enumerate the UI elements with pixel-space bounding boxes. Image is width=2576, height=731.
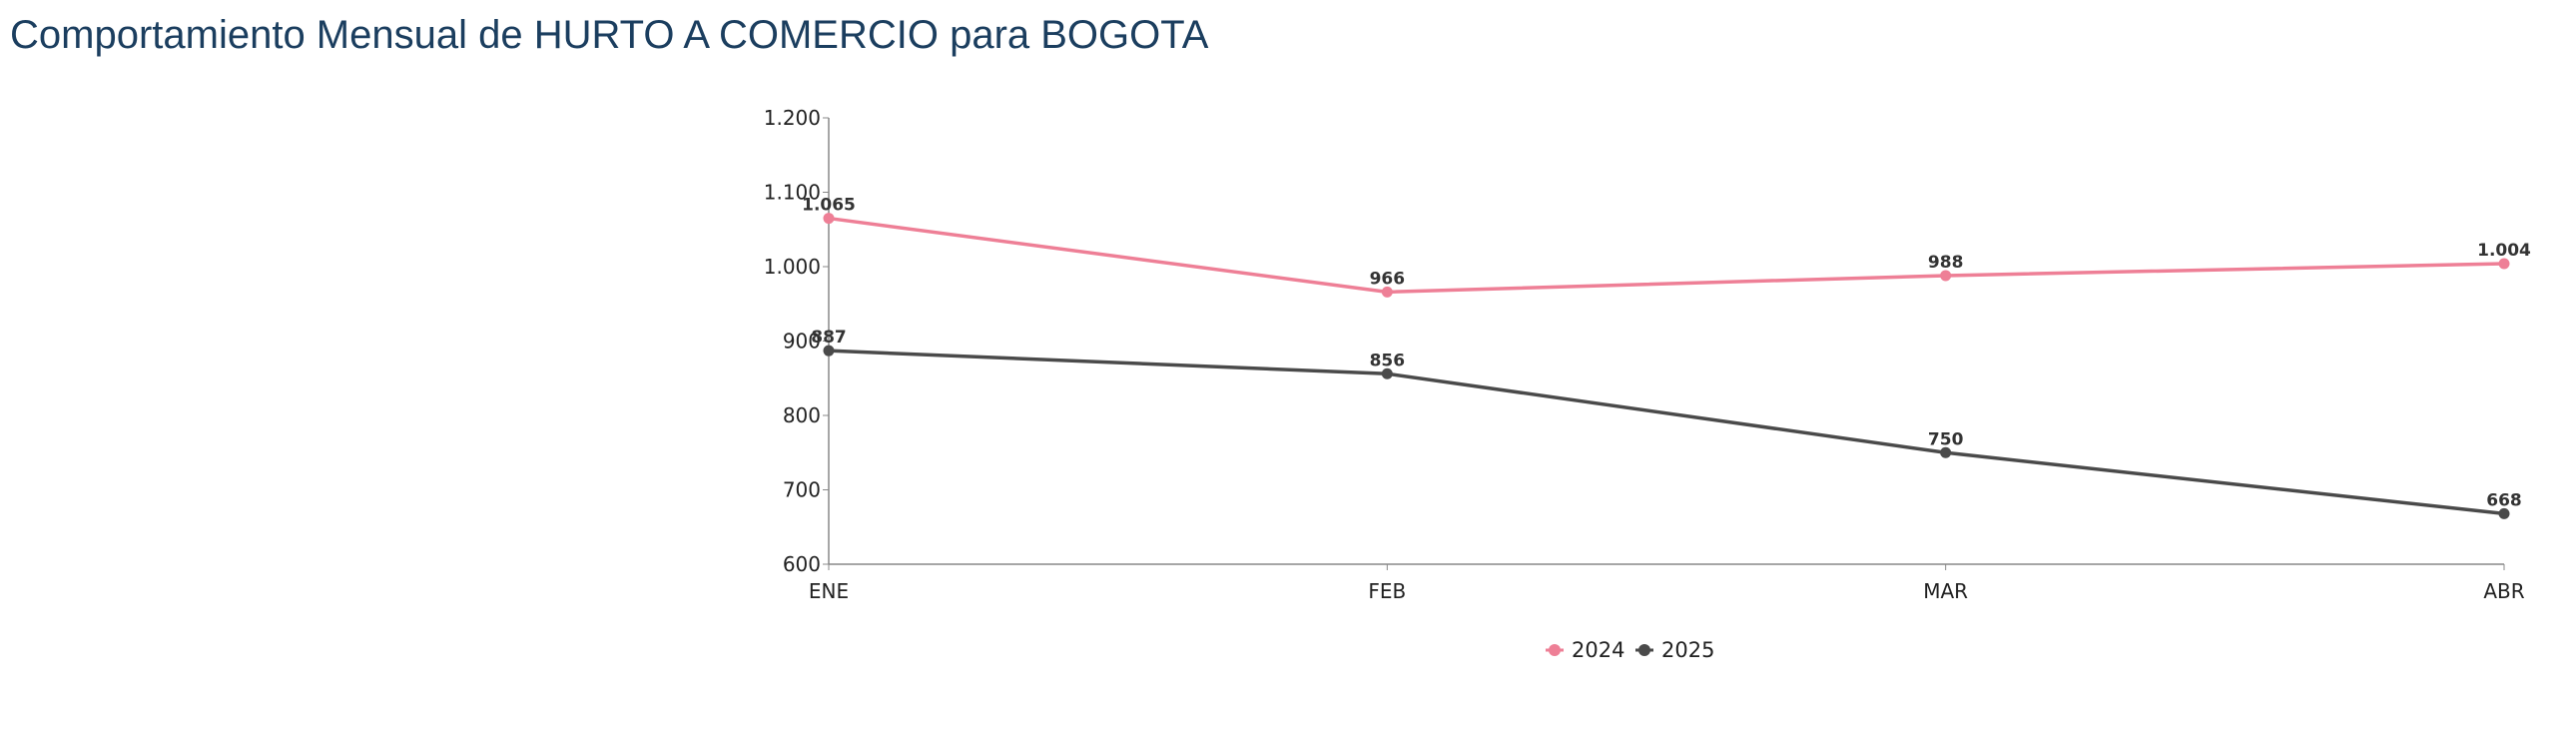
page-title: Comportamiento Mensual de HURTO A COMERC… <box>10 13 1209 57</box>
y-tick-label: 800 <box>783 403 821 427</box>
data-point[interactable] <box>1381 286 1393 298</box>
x-tick-label: ABR <box>2483 579 2524 603</box>
legend-marker <box>1549 644 1561 656</box>
chart-axes: 600 700 800 900 1.000 1.100 1.200 ENE FEB MAR ABR <box>764 106 2525 603</box>
legend-label: 2024 <box>1572 638 1624 662</box>
chart-series: 1.065 966 988 1.004 887 856 750 668 <box>802 196 2531 519</box>
y-tick-label: 600 <box>783 552 821 576</box>
x-tick-label: ENE <box>809 579 849 603</box>
x-tick-label: FEB <box>1368 579 1406 603</box>
data-label: 887 <box>811 328 847 348</box>
data-point[interactable] <box>1381 367 1393 379</box>
y-tick-label: 1.000 <box>764 255 821 279</box>
data-label: 856 <box>1370 351 1406 370</box>
series-line-2025 <box>828 349 2505 516</box>
chart-legend[interactable]: 2024 2025 <box>1546 638 1714 662</box>
data-label: 966 <box>1370 269 1406 289</box>
data-point[interactable] <box>2498 258 2510 270</box>
data-point[interactable] <box>1940 446 1952 458</box>
y-tick-label: 1.200 <box>764 106 821 130</box>
legend-label: 2025 <box>1661 638 1714 662</box>
data-label: 988 <box>1928 253 1964 273</box>
series-2024: 1.065 966 988 1.004 <box>802 196 2531 298</box>
data-point[interactable] <box>2498 507 2510 519</box>
data-point[interactable] <box>1940 270 1952 282</box>
data-label: 668 <box>2486 490 2522 510</box>
y-tick-label: 700 <box>783 478 821 502</box>
y-tick-label: 1.100 <box>764 181 821 205</box>
legend-marker <box>1638 644 1650 656</box>
data-label: 750 <box>1928 429 1964 449</box>
x-tick-label: MAR <box>1923 579 1968 603</box>
legend-item-2024[interactable]: 2024 <box>1546 638 1624 662</box>
data-label: 1.004 <box>2477 241 2531 261</box>
data-point[interactable] <box>823 345 835 357</box>
y-tick-label: 900 <box>783 330 821 354</box>
data-label: 1.065 <box>802 196 856 216</box>
series-line-2024 <box>828 216 2505 295</box>
data-point[interactable] <box>823 213 835 225</box>
legend-item-2025[interactable]: 2025 <box>1635 638 1714 662</box>
series-2025: 887 856 750 668 <box>811 328 2522 519</box>
